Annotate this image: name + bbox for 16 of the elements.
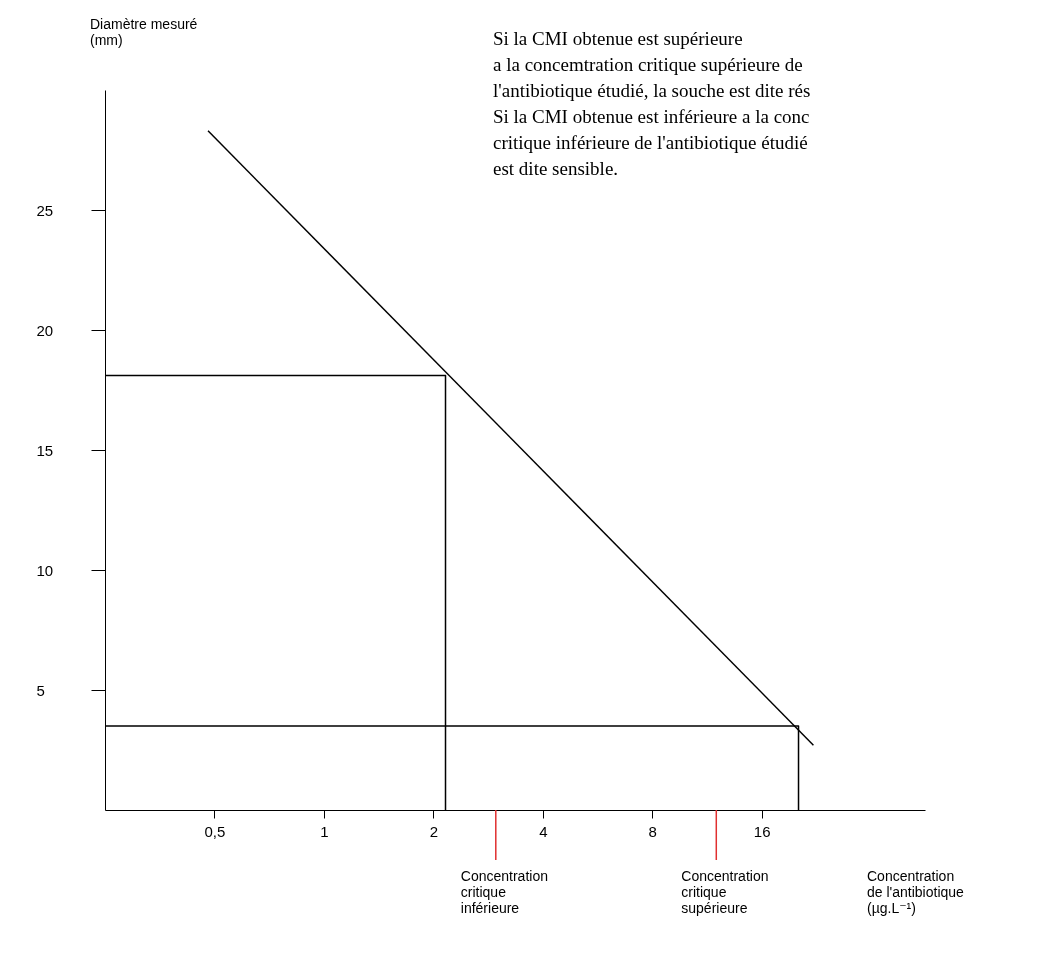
x-tick-label: 0,5 bbox=[204, 822, 226, 840]
y-tick-label: 20 bbox=[36, 321, 54, 339]
x-tick-label: 16 bbox=[753, 822, 771, 840]
x-axis-title: Concentration de l'antibiotique (µg.L⁻¹) bbox=[867, 868, 965, 916]
y-axis-title: Diamètre mesuré (mm) bbox=[90, 16, 198, 48]
x-tick-label: 2 bbox=[429, 822, 439, 840]
y-tick-label: 10 bbox=[36, 561, 54, 579]
ref-line-label: Concentration critique inférieure bbox=[460, 868, 548, 916]
x-tick-label: 8 bbox=[648, 822, 657, 840]
x-tick-label: 4 bbox=[539, 822, 548, 840]
ref-line-label: Concentration critique supérieure bbox=[681, 868, 769, 916]
y-tick-label: 25 bbox=[36, 201, 54, 219]
x-tick-label: 1 bbox=[320, 822, 329, 840]
y-tick-label: 5 bbox=[36, 681, 45, 699]
annotation: Si la CMI obtenue est supérieure a la concemtration critique supérieure de l'antibiotique étudié, la souche est dite rés Si la CMI obtenue est inférieure a la conc critique inférieure de l'antibiotique étudié est dite sensible. bbox=[493, 28, 811, 179]
y-tick-label: 15 bbox=[36, 441, 54, 459]
